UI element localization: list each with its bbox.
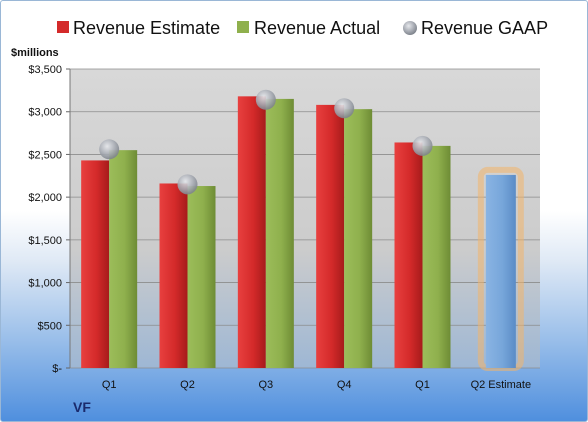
marker-revenue-gaap [412,135,433,156]
bar-revenue-estimate [316,104,345,368]
legend-actual-label: Revenue Actual [254,18,380,38]
y-tick-label: $1,500 [28,235,62,247]
x-tick-label: Q1 [102,379,117,391]
y-tick-label: $- [52,363,62,375]
marker-revenue-gaap [99,139,120,160]
bar-revenue-estimate [81,160,110,368]
x-tick-label: Q4 [337,379,352,391]
bar-revenue-estimate [394,142,423,368]
x-tick-label: Q2 [180,379,195,391]
bar-revenue-actual [265,98,294,369]
y-axis-unit-label: $millions [11,47,59,59]
plot-area [70,69,540,368]
company-label: VF [73,399,91,415]
x-axis-ticks: Q1 Q2 Q3 Q4 Q1 Q2 Estimate [102,379,531,391]
x-tick-label: Q1 [415,379,430,391]
legend: Revenue Estimate Revenue Actual Revenue … [57,18,548,38]
x-tick-label: Q2 Estimate [471,379,532,391]
bar-revenue-actual [422,145,451,368]
legend-gaap-swatch [403,21,417,35]
y-tick-label: $1,000 [28,278,62,290]
y-axis-ticks: $- $500 $1,000 $1,500 $2,000 $2,500 $3,000 $3,5… [28,64,62,375]
gaap-markers [99,89,433,195]
legend-actual-swatch [237,21,249,33]
y-tick-label: $3,000 [28,107,62,119]
legend-estimate-swatch [57,21,69,33]
bar-revenue-estimate [159,183,188,368]
marker-revenue-gaap [255,89,276,110]
marker-revenue-gaap [334,98,355,119]
bar-revenue-actual [109,150,138,368]
bar-revenue-actual [344,109,373,368]
y-tick-label: $3,500 [28,64,62,76]
bar-revenue-actual [187,186,216,368]
x-tick-label: Q3 [258,379,273,391]
y-tick-label: $2,000 [28,192,62,204]
y-tick-label: $500 [38,320,62,332]
y-tick-label: $2,500 [28,149,62,161]
legend-gaap-label: Revenue GAAP [421,18,548,38]
bars [81,96,524,371]
marker-revenue-gaap [177,174,198,195]
gridlines [66,68,540,369]
legend-estimate-label: Revenue Estimate [73,18,220,38]
bar-revenue-estimate [237,96,266,368]
bar-forecast-estimate [485,174,516,368]
